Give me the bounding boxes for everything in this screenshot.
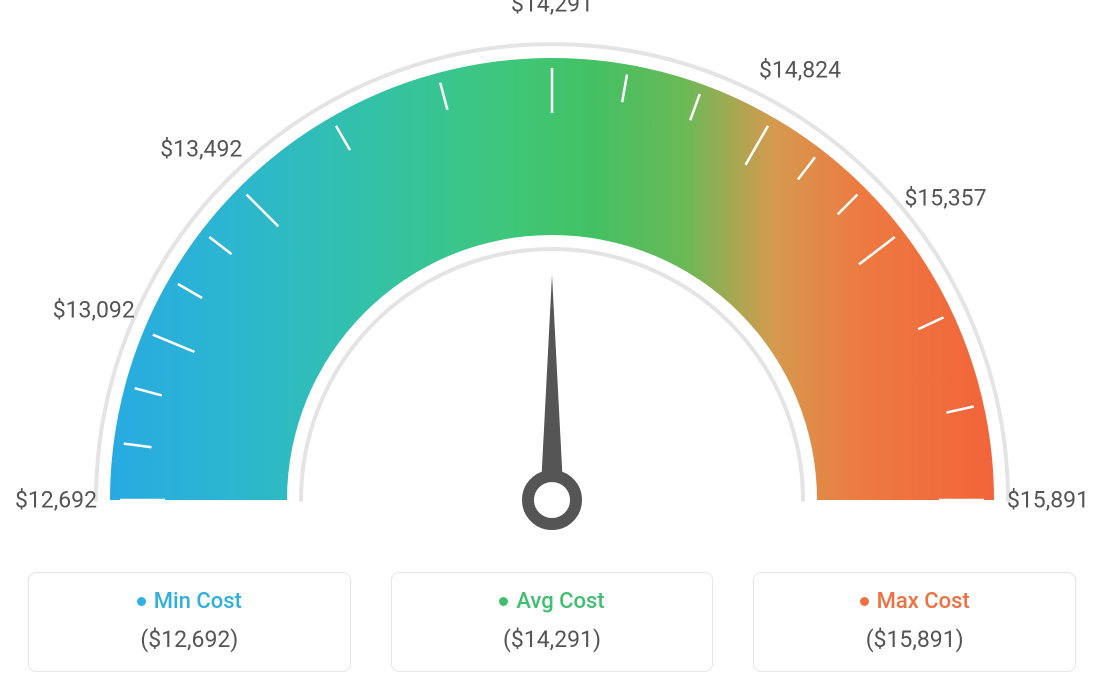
legend-dot-avg	[499, 597, 508, 606]
legend-card-avg: Avg Cost ($14,291)	[391, 572, 714, 672]
legend-value-avg: ($14,291)	[402, 626, 703, 653]
gauge-tick-label: $15,357	[904, 185, 986, 212]
gauge-needle-hub	[528, 476, 576, 524]
legend-dot-max	[860, 597, 869, 606]
legend-title-avg: Avg Cost	[402, 589, 703, 614]
gauge-tick-label: $13,092	[53, 297, 135, 324]
gauge-tick-label: $15,891	[1007, 487, 1089, 514]
gauge-area: $12,692 $13,092 $13,492 $14,291 $14,824 $15,3…	[0, 0, 1104, 560]
legend-row: Min Cost ($12,692) Avg Cost ($14,291) Ma…	[0, 572, 1104, 672]
chart-wrapper: $12,692 $13,092 $13,492 $14,291 $14,824 $15,3…	[0, 0, 1104, 690]
legend-value-max: ($15,891)	[764, 626, 1065, 653]
legend-dot-min	[137, 597, 146, 606]
gauge-needle	[540, 275, 563, 500]
legend-title-text-avg: Avg Cost	[516, 589, 604, 614]
legend-title-text-max: Max Cost	[877, 589, 970, 614]
legend-title-max: Max Cost	[764, 589, 1065, 614]
gauge-tick-label: $14,291	[511, 0, 593, 18]
legend-title-text-min: Min Cost	[154, 589, 242, 614]
gauge-svg	[0, 0, 1104, 560]
legend-value-min: ($12,692)	[39, 626, 340, 653]
gauge-tick-label: $14,824	[759, 57, 841, 84]
legend-title-min: Min Cost	[39, 589, 340, 614]
legend-card-max: Max Cost ($15,891)	[753, 572, 1076, 672]
legend-card-min: Min Cost ($12,692)	[28, 572, 351, 672]
gauge-tick-label: $13,492	[160, 136, 242, 163]
gauge-tick-label: $12,692	[15, 487, 97, 514]
